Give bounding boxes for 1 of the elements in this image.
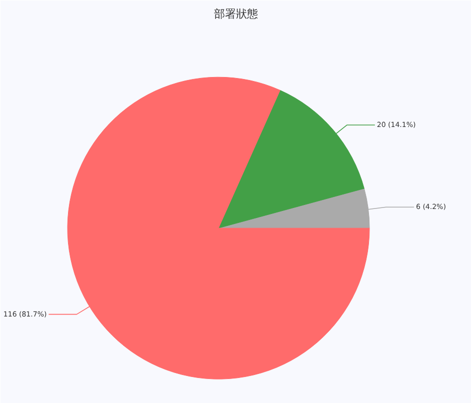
chart-title: 部署狀態 [214, 8, 258, 20]
